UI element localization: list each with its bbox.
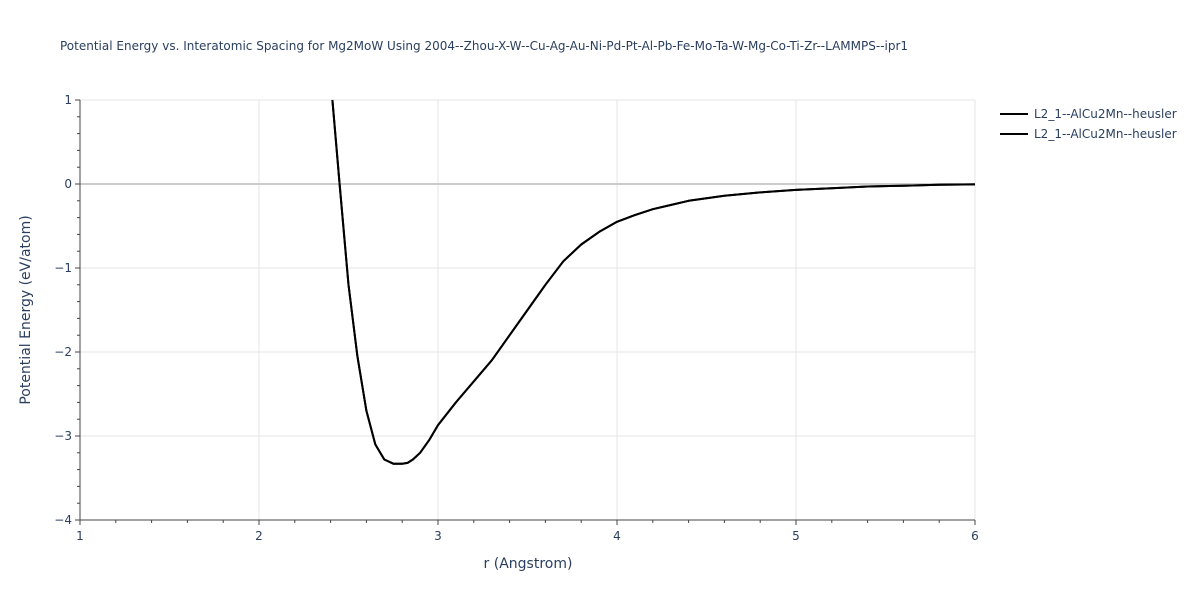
y-tick-label: 1 — [64, 93, 72, 107]
x-tick-label: 5 — [792, 529, 800, 543]
y-tick-label: 0 — [64, 177, 72, 191]
chart-title: Potential Energy vs. Interatomic Spacing… — [60, 39, 908, 53]
y-tick-label: −2 — [54, 345, 72, 359]
axis-ticks: 1 2 3 4 5 6 1 0 −1 −2 −3 −4 — [54, 93, 979, 543]
x-tick-label: 6 — [971, 529, 979, 543]
y-tick-label: −3 — [54, 429, 72, 443]
x-axis-label: r (Angstrom) — [484, 556, 573, 572]
series-line-1 — [331, 99, 976, 465]
y-tick-label: −1 — [54, 261, 72, 275]
legend-label[interactable]: L2_1--AlCu2Mn--heusler — [1034, 107, 1177, 121]
x-tick-label: 1 — [76, 529, 84, 543]
y-axis-label: Potential Energy (eV/atom) — [18, 215, 34, 404]
series-line-2 — [331, 99, 976, 465]
x-tick-label: 2 — [255, 529, 263, 543]
x-tick-label: 4 — [613, 529, 621, 543]
y-tick-label: −4 — [54, 513, 72, 527]
legend-label[interactable]: L2_1--AlCu2Mn--heusler — [1034, 127, 1177, 141]
x-tick-label: 3 — [434, 529, 442, 543]
grid-lines — [80, 99, 976, 520]
legend[interactable]: L2_1--AlCu2Mn--heusler L2_1--AlCu2Mn--heu… — [1000, 107, 1177, 141]
series-lines — [331, 99, 976, 465]
